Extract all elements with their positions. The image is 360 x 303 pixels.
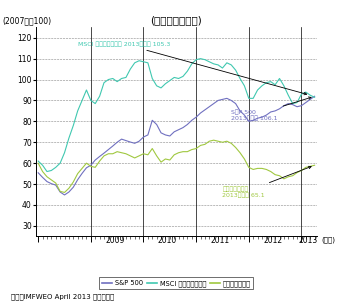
Text: 2013: 2013 [298, 236, 318, 245]
Text: (2007年＝100): (2007年＝100) [2, 16, 51, 25]
Text: 2009: 2009 [105, 236, 125, 245]
Legend: S&P 500, MSCI 新興国市場株価, ダウジョーンズ: S&P 500, MSCI 新興国市場株価, ダウジョーンズ [99, 277, 253, 289]
Text: (年月): (年月) [321, 236, 335, 243]
Text: ダウジョーンズ
2013年４月 65.1: ダウジョーンズ 2013年４月 65.1 [222, 166, 311, 198]
Text: 資料：IMFWEO April 2013 から作成。: 資料：IMFWEO April 2013 から作成。 [11, 293, 114, 300]
Text: MSCI 新興国市場株価 2013年３月 105.3: MSCI 新興国市場株価 2013年３月 105.3 [78, 41, 307, 95]
Text: S＆P 500
2013年４月 106.1: S＆P 500 2013年４月 106.1 [231, 97, 311, 121]
Title: (株式市場の動向): (株式市場の動向) [150, 15, 202, 25]
Text: 2010: 2010 [158, 236, 177, 245]
Text: 2011: 2011 [211, 236, 230, 245]
Text: 2012: 2012 [264, 236, 283, 245]
